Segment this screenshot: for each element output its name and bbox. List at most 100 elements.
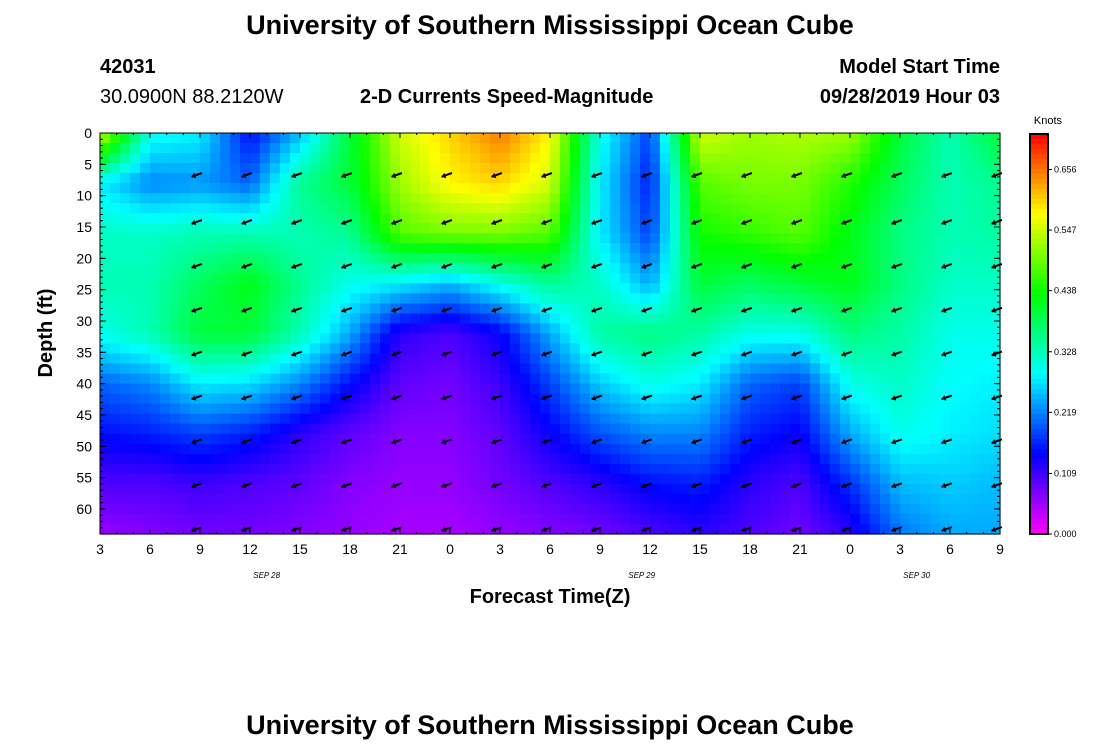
- heatmap-cell: [260, 333, 271, 345]
- heatmap-cell: [840, 463, 851, 475]
- heatmap-cell: [800, 483, 811, 495]
- heatmap-cell: [920, 403, 931, 415]
- heatmap-cell: [250, 203, 261, 214]
- heatmap-cell: [670, 293, 681, 305]
- heatmap-cell: [370, 323, 381, 335]
- heatmap-cell: [770, 513, 781, 525]
- heatmap-cell: [320, 163, 331, 174]
- heatmap-cell: [420, 133, 431, 144]
- vector-arrow: [591, 306, 603, 313]
- heatmap-cell: [160, 173, 171, 184]
- heatmap-cell: [230, 363, 241, 375]
- heatmap-cell: [960, 383, 971, 395]
- heatmap-cell: [380, 503, 391, 515]
- heatmap-cell: [800, 143, 811, 154]
- heatmap-cell: [290, 453, 301, 465]
- heatmap-cell: [990, 273, 1001, 284]
- heatmap-cell: [550, 433, 561, 445]
- heatmap-cell: [820, 473, 831, 485]
- heatmap-cell: [570, 233, 581, 244]
- heatmap-cell: [240, 283, 251, 295]
- heatmap-cell: [710, 473, 721, 485]
- heatmap-cell: [430, 343, 441, 355]
- heatmap-cell: [580, 363, 591, 375]
- heatmap-cell: [610, 433, 621, 445]
- heatmap-cell: [170, 173, 181, 184]
- heatmap-cell: [960, 333, 971, 345]
- heatmap-cell: [970, 153, 981, 164]
- heatmap-cell: [330, 403, 341, 415]
- heatmap-cell: [900, 513, 911, 525]
- vector-arrow: [791, 438, 803, 445]
- heatmap-cell: [440, 373, 451, 385]
- heatmap-cell: [160, 263, 171, 274]
- heatmap-cell: [660, 213, 671, 224]
- heatmap-cell: [870, 233, 881, 244]
- heatmap-cell: [740, 443, 751, 455]
- heatmap-cell: [680, 303, 691, 315]
- heatmap-cell: [180, 433, 191, 445]
- heatmap-cell: [640, 153, 651, 164]
- heatmap-cell: [820, 143, 831, 154]
- heatmap-cell: [120, 463, 131, 475]
- heatmap-cell: [210, 343, 221, 355]
- heatmap-cell: [760, 373, 771, 385]
- heatmap-cell: [310, 513, 321, 525]
- heatmap-cell: [470, 283, 481, 295]
- heatmap-cell: [530, 523, 541, 535]
- heatmap-cell: [830, 483, 841, 495]
- heatmap-cell: [280, 213, 291, 224]
- heatmap-cell: [310, 383, 321, 395]
- heatmap-cell: [120, 253, 131, 264]
- heatmap-cell: [450, 143, 461, 154]
- heatmap-cell: [760, 523, 771, 535]
- heatmap-cell: [690, 293, 701, 305]
- heatmap-cell: [250, 353, 261, 365]
- heatmap-cell: [750, 253, 761, 264]
- heatmap-cell: [670, 393, 681, 405]
- heatmap-cell: [620, 523, 631, 535]
- heatmap-cell: [930, 313, 941, 325]
- heatmap-cell: [190, 313, 201, 325]
- heatmap-cell: [170, 513, 181, 525]
- vector-arrow: [341, 262, 353, 269]
- heatmap-cell: [620, 183, 631, 194]
- heatmap-cell: [750, 153, 761, 164]
- heatmap-cell: [680, 173, 691, 184]
- heatmap-cell: [650, 233, 661, 244]
- heatmap-cell: [930, 143, 941, 154]
- heatmap-cell: [590, 323, 601, 335]
- heatmap-cell: [960, 193, 971, 204]
- heatmap-cell: [770, 483, 781, 495]
- heatmap-cell: [540, 253, 551, 264]
- heatmap-cell: [350, 203, 361, 214]
- heatmap-cell: [590, 413, 601, 425]
- date-label: SEP 28: [253, 571, 280, 580]
- heatmap-cell: [330, 313, 341, 325]
- heatmap-cell: [860, 423, 871, 435]
- heatmap-cell: [390, 453, 401, 465]
- heatmap-cell: [490, 413, 501, 425]
- colorbar-frame: [1029, 133, 1049, 535]
- heatmap-cell: [540, 333, 551, 345]
- heatmap-cell: [740, 233, 751, 244]
- heatmap-cell: [500, 293, 511, 305]
- heatmap-cell: [960, 443, 971, 455]
- heatmap-cell: [610, 243, 621, 254]
- heatmap-cell: [490, 433, 501, 445]
- heatmap-cell: [840, 493, 851, 505]
- heatmap-cell: [830, 243, 841, 254]
- heatmap-cell: [780, 143, 791, 154]
- heatmap-cell: [600, 323, 611, 335]
- heatmap-cell: [620, 313, 631, 325]
- heatmap-cell: [570, 173, 581, 184]
- heatmap-cell: [150, 243, 161, 254]
- heatmap-cell: [240, 363, 251, 375]
- heatmap-cell: [770, 403, 781, 415]
- heatmap-cell: [200, 163, 211, 174]
- heatmap-cell: [510, 163, 521, 174]
- colorbar-segment: [1030, 204, 1048, 210]
- heatmap-cell: [220, 463, 231, 475]
- heatmap-cell: [100, 183, 111, 194]
- heatmap-cell: [130, 143, 141, 154]
